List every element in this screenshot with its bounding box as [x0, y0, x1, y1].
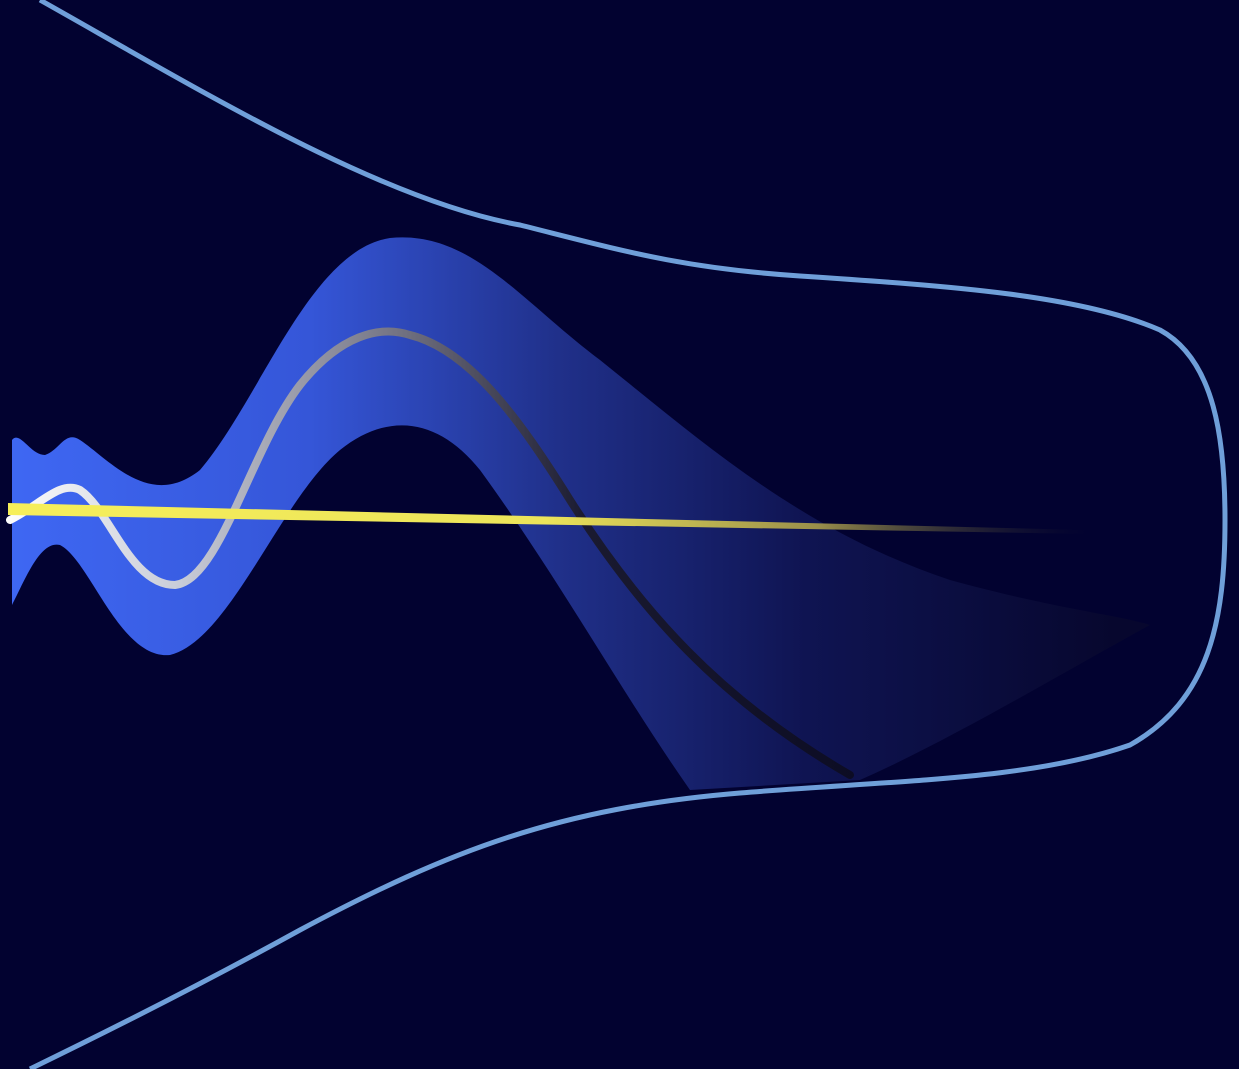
- outline-curve: [28, 0, 1228, 1069]
- core-line: [6, 327, 854, 779]
- yellow-line: [8, 503, 1085, 534]
